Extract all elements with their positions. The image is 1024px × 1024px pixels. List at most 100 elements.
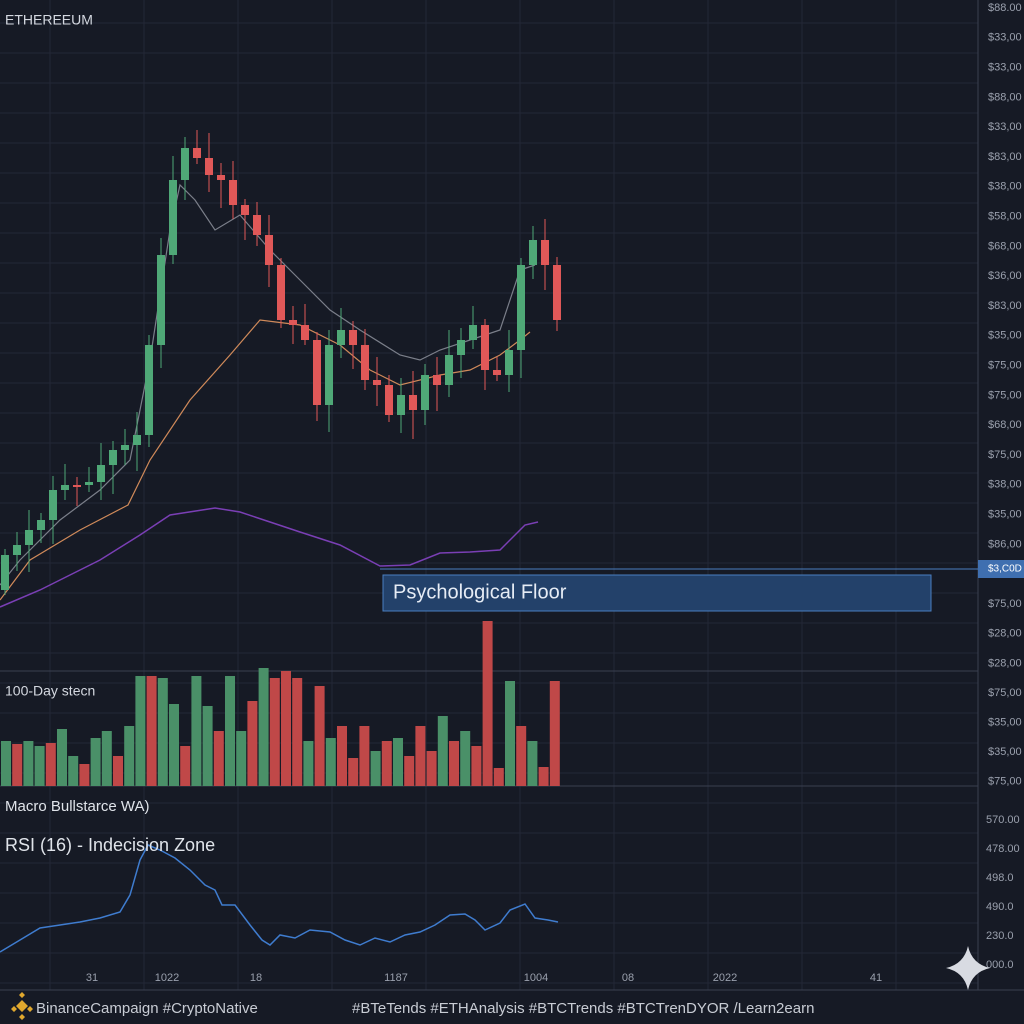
volume-bar	[404, 756, 415, 786]
volume-axis-label: $75,00	[988, 687, 1022, 699]
rsi-title: RSI (16) - Indecision Zone	[5, 835, 215, 855]
volume-bar	[191, 676, 202, 786]
price-label: $33,00	[988, 62, 1022, 74]
price-label: $33,00	[988, 32, 1022, 44]
candle-body	[145, 345, 153, 435]
volume-bar	[393, 738, 403, 786]
price-label: $86,00	[988, 538, 1022, 550]
volume-bar	[460, 731, 471, 786]
x-axis-label: 41	[870, 972, 882, 984]
footer-left: BinanceCampaign #CryptoNative	[36, 1000, 258, 1017]
volume-bar	[482, 621, 493, 786]
price-label: $38,00	[988, 479, 1022, 491]
price-label: $58,00	[988, 211, 1022, 223]
volume-bar	[135, 676, 146, 786]
candle-body	[241, 205, 249, 215]
volume-bar	[269, 678, 280, 786]
volume-bar	[202, 706, 213, 786]
candle-body	[517, 265, 525, 350]
candle-body	[445, 355, 453, 385]
candle-body	[253, 215, 261, 235]
volume-bar	[157, 678, 168, 786]
x-axis-label: 1187	[384, 972, 408, 984]
candle-body	[481, 325, 489, 370]
volume-bar	[180, 746, 191, 786]
x-axis-label: 1004	[524, 972, 548, 984]
candle-body	[397, 395, 405, 415]
volume-bar	[113, 756, 123, 786]
candle-body	[421, 375, 429, 410]
candle-body	[361, 345, 369, 380]
volume-bar	[45, 743, 56, 786]
volume-bar	[258, 668, 269, 786]
volume-bar	[213, 731, 224, 786]
volume-bar	[124, 726, 135, 786]
price-label: $68,00	[988, 419, 1022, 431]
volume-bar	[225, 676, 235, 786]
candle-body	[205, 158, 213, 175]
volume-bar	[247, 701, 258, 786]
volume-bar	[292, 678, 303, 786]
candle-body	[265, 235, 273, 265]
volume-bar	[314, 686, 325, 786]
rsi-axis-label: 490.0	[986, 901, 1014, 913]
candle-body	[181, 148, 189, 180]
price-label: $75,00	[988, 360, 1022, 372]
candle-body	[301, 325, 309, 340]
volume-bars	[1, 621, 560, 786]
candle-body	[97, 465, 105, 482]
volume-bar	[505, 681, 515, 786]
volume-axis-label: $75,00	[988, 775, 1022, 787]
volume-bar	[516, 726, 527, 786]
sparkle-icon	[946, 946, 990, 990]
price-label: $68,00	[988, 240, 1022, 252]
price-label: $28,00	[988, 628, 1022, 640]
candle-body	[505, 350, 513, 375]
volume-bar	[359, 726, 370, 786]
volume-bar	[415, 726, 426, 786]
price-label: $35,00	[988, 509, 1022, 521]
volume-bar	[348, 758, 359, 786]
price-label: $33,00	[988, 121, 1022, 133]
volume-bar	[381, 741, 392, 786]
volume-bar	[527, 741, 538, 786]
volume-bar	[1, 741, 11, 786]
rsi-axis-label: 570.00	[986, 814, 1020, 826]
grid	[0, 0, 978, 990]
volume-bar	[303, 741, 314, 786]
candle-body	[469, 325, 477, 340]
volume-bar	[493, 768, 504, 786]
candle-body	[457, 340, 465, 355]
candle-body	[157, 255, 165, 345]
candle-body	[193, 148, 201, 158]
candle-body	[433, 375, 441, 385]
candle-body	[13, 545, 21, 555]
candle-body	[73, 485, 81, 487]
volume-bar	[471, 746, 482, 786]
candle-body	[85, 482, 93, 485]
moving-average	[0, 507, 539, 608]
rsi-axis-label: 478.00	[986, 843, 1020, 855]
candle-body	[169, 180, 177, 255]
volume-bar	[23, 741, 34, 786]
volume-bar	[79, 764, 90, 786]
volume-bar	[90, 738, 101, 786]
volume-bar	[57, 729, 67, 786]
volume-label: 100-Day stecn	[5, 683, 95, 699]
price-label: $75,00	[988, 449, 1022, 461]
price-tag-label: $3,C0D	[988, 564, 1022, 575]
candle-body	[313, 340, 321, 405]
rsi-axis-label: 000.0	[986, 959, 1014, 971]
candle-body	[109, 450, 117, 465]
volume-bar	[68, 756, 79, 786]
chart-title: ETHEREEUM	[5, 12, 93, 28]
binance-logo	[11, 992, 33, 1020]
candle-body	[61, 485, 69, 490]
candle-body	[121, 445, 129, 450]
price-label: $83,00	[988, 300, 1022, 312]
candle-body	[325, 345, 333, 405]
candle-body	[277, 265, 285, 320]
moving-average	[0, 319, 531, 601]
candle-body	[385, 385, 393, 415]
candle-body	[529, 240, 537, 265]
